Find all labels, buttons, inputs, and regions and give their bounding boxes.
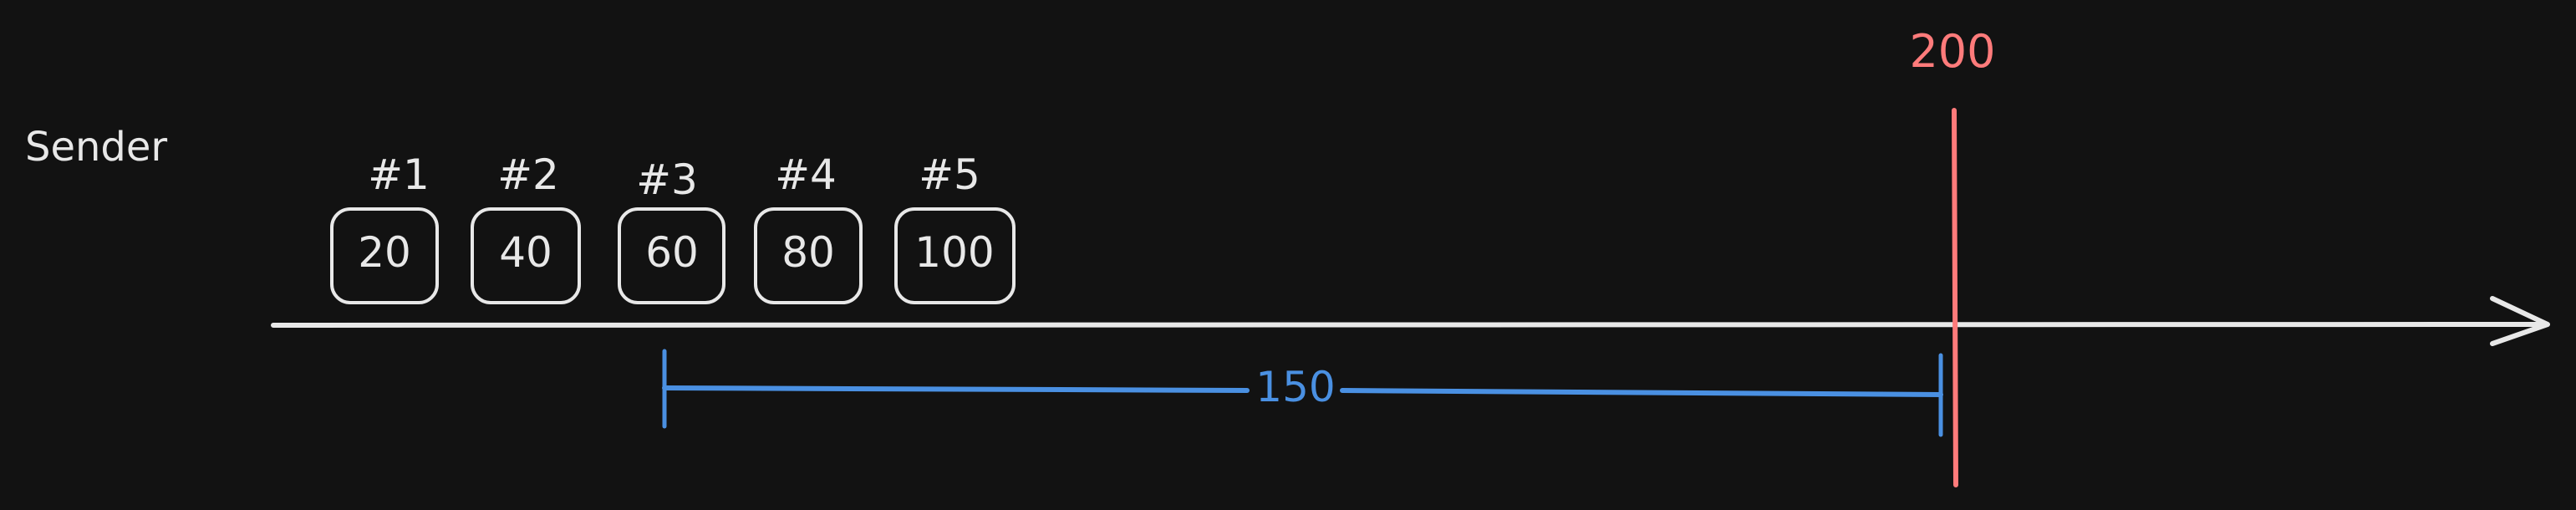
packet-2-value: 40 bbox=[499, 228, 552, 277]
span-label: 150 bbox=[1255, 363, 1335, 411]
packet-4-id: #4 bbox=[775, 150, 837, 199]
packet-5-box bbox=[894, 207, 1016, 304]
packet-4: #4 80 bbox=[754, 150, 863, 304]
packet-1-id: #1 bbox=[368, 150, 430, 199]
packet-1-box bbox=[330, 207, 439, 304]
packet-4-box bbox=[754, 207, 863, 304]
packet-3-id: #3 bbox=[636, 156, 698, 204]
packet-5-id: #5 bbox=[919, 150, 980, 199]
packet-1-value: 20 bbox=[358, 228, 411, 277]
packet-3: #3 60 bbox=[618, 156, 725, 304]
marker-line bbox=[1952, 108, 1958, 487]
packet-5-value: 100 bbox=[914, 228, 994, 277]
packet-2: #2 40 bbox=[471, 150, 581, 304]
sender-label: Sender bbox=[25, 124, 167, 171]
marker-label: 200 bbox=[1909, 25, 1995, 78]
span-line-right bbox=[1340, 388, 1943, 397]
packet-3-box bbox=[618, 207, 725, 304]
packet-2-box bbox=[471, 207, 581, 304]
marker: 200 bbox=[1909, 25, 1996, 487]
span-bracket: 150 bbox=[662, 349, 1943, 437]
timeline-arrowhead bbox=[2490, 296, 2550, 346]
timeline-axis bbox=[271, 322, 2547, 328]
packet-5: #5 100 bbox=[894, 150, 1016, 304]
packet-1: #1 20 bbox=[330, 150, 439, 304]
packet-3-value: 60 bbox=[645, 228, 699, 277]
span-line-left bbox=[662, 385, 1250, 393]
packet-2-id: #2 bbox=[497, 150, 559, 199]
packet-4-value: 80 bbox=[781, 228, 835, 277]
